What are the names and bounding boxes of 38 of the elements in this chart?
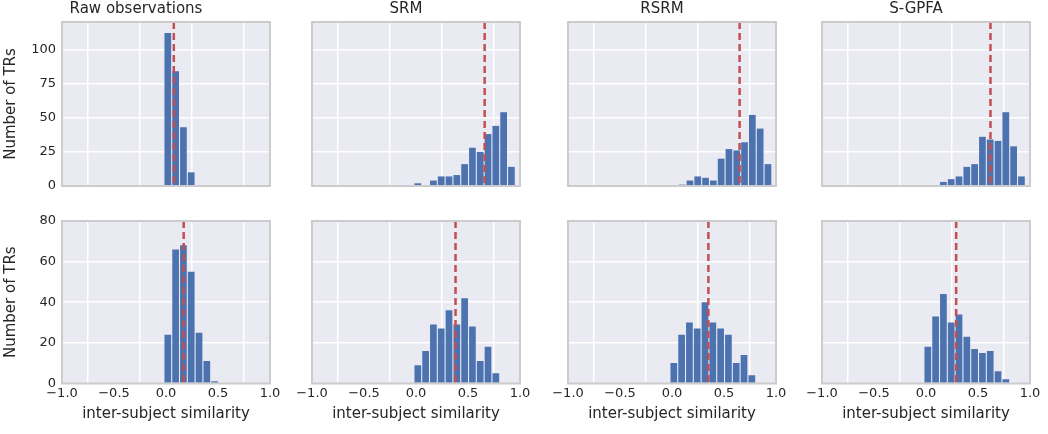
x-tick-label: −1.0 [296,384,328,400]
x-tick-label: 1.0 [1019,384,1041,400]
x-tick-label: 1.0 [259,384,281,400]
y-tick-label: 40 [39,293,56,309]
y-tick-label: 0 [47,177,56,193]
y-tick-label: 50 [39,109,56,125]
x-tick-label: 0.0 [661,384,683,400]
x-axis-title: inter-subject similarity [842,403,1010,422]
x-axis-title: inter-subject similarity [588,403,756,422]
x-tick-label: 1.0 [509,384,531,400]
chart-title: Raw observations [69,0,203,17]
x-tick-label: −0.5 [604,384,636,400]
y-tick-label: 80 [39,212,56,228]
x-tick-label: 0.5 [457,384,479,400]
x-axis-title: inter-subject similarity [82,403,250,422]
x-tick-label: 0.0 [405,384,427,400]
x-tick-label: 0.5 [967,384,989,400]
x-tick-label: 0.5 [207,384,229,400]
x-tick-label: 0.0 [155,384,177,400]
y-axis-title: Number of TRs [0,47,19,160]
y-tick-label: 25 [39,143,56,159]
y-tick-label: 100 [31,40,56,56]
x-tick-label: −1.0 [806,384,838,400]
x-tick-label: 1.0 [765,384,787,400]
x-tick-label: 0.0 [915,384,937,400]
y-axis-title: Number of TRs [0,246,19,359]
x-tick-label: −0.5 [348,384,380,400]
x-axis-title: inter-subject similarity [332,403,500,422]
x-tick-label: −0.5 [858,384,890,400]
chart-title: RSRM [640,0,684,17]
y-tick-label: 75 [39,74,56,90]
x-tick-label: −1.0 [552,384,584,400]
x-tick-label: −0.5 [98,384,130,400]
chart-title: SRM [389,0,423,17]
chart-title: S-GPFA [889,0,944,17]
x-tick-label: 0.5 [713,384,735,400]
y-tick-label: 20 [39,334,56,350]
y-tick-label: 60 [39,252,56,268]
